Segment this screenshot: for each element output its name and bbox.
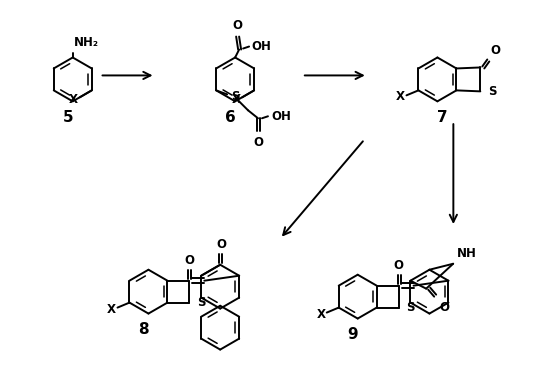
Text: 6: 6	[225, 110, 235, 125]
Text: NH₂: NH₂	[74, 36, 98, 48]
Text: O: O	[184, 254, 194, 267]
Text: O: O	[253, 136, 263, 149]
Text: O: O	[439, 301, 449, 313]
Text: O: O	[232, 19, 242, 32]
Text: 5: 5	[63, 110, 73, 125]
Text: X: X	[69, 93, 78, 106]
Text: 7: 7	[437, 110, 448, 125]
Text: NH: NH	[457, 247, 477, 260]
Text: X: X	[316, 308, 325, 321]
Text: O: O	[490, 45, 500, 58]
Text: 9: 9	[348, 327, 358, 342]
Text: X: X	[232, 93, 241, 106]
Text: 8: 8	[138, 322, 149, 337]
Text: S: S	[231, 90, 240, 103]
Text: X: X	[396, 90, 405, 103]
Text: X: X	[107, 303, 116, 316]
Text: OH: OH	[271, 110, 291, 123]
Text: S: S	[197, 296, 206, 309]
Text: S: S	[488, 85, 497, 98]
Text: O: O	[216, 238, 226, 251]
Text: S: S	[406, 301, 415, 314]
Text: O: O	[394, 259, 404, 272]
Text: OH: OH	[251, 40, 271, 53]
